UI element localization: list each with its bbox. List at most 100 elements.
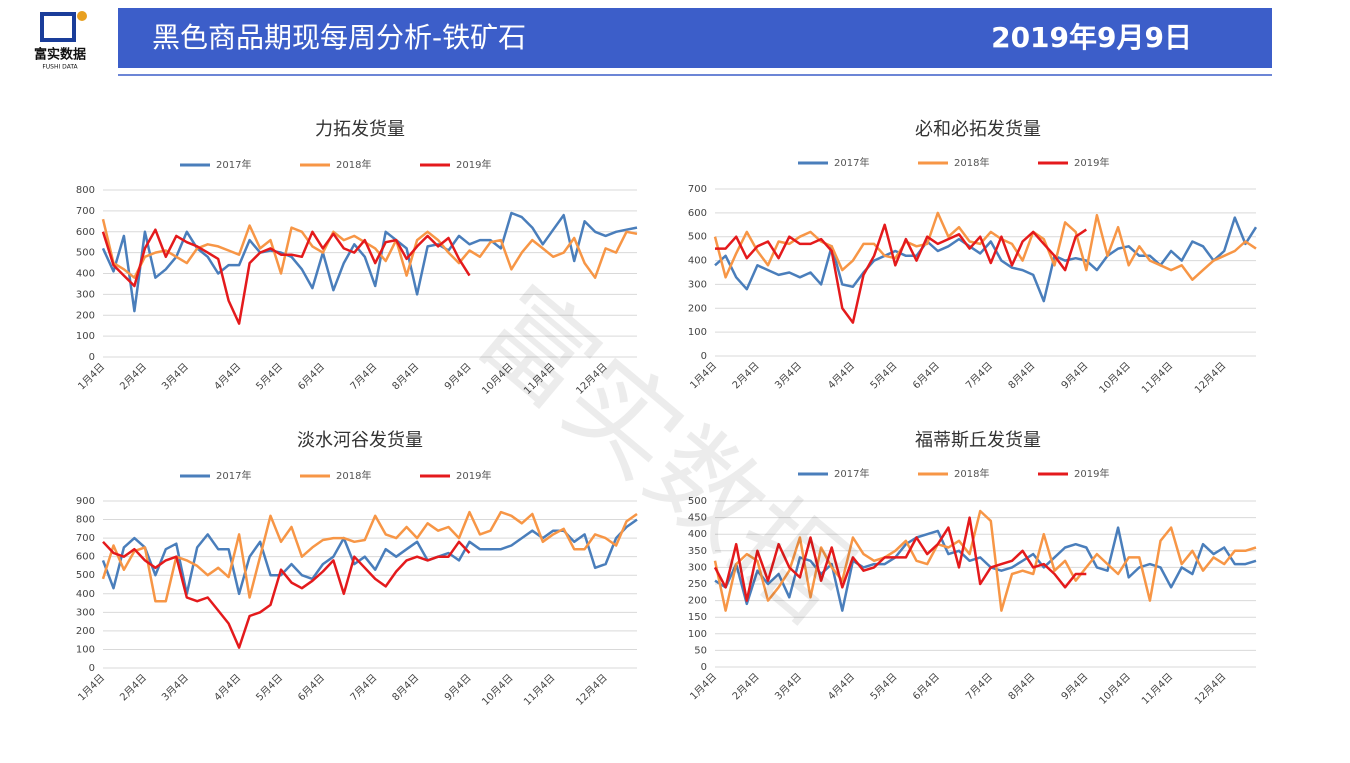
y-tick-label: 250 (688, 579, 707, 590)
header-date: 2019年9月9日 (991, 21, 1192, 54)
y-tick-label: 100 (688, 327, 707, 338)
series-line (713, 211, 1257, 281)
y-tick-label: 400 (688, 529, 707, 540)
legend-label: 2019年 (456, 158, 491, 171)
series-line (713, 516, 1087, 602)
y-tick-label: 500 (688, 232, 707, 243)
y-tick-label: 500 (76, 570, 95, 581)
x-tick-label: 11月4日 (1139, 671, 1175, 707)
x-tick-label: 2月4日 (730, 360, 762, 392)
x-tick-label: 11月4日 (521, 672, 557, 708)
x-tick-label: 4月4日 (826, 360, 858, 392)
y-tick-label: 700 (688, 184, 707, 195)
x-tick-label: 12月4日 (1192, 360, 1228, 396)
series-line (102, 540, 471, 649)
header-bar (118, 8, 1272, 68)
y-tick-label: 500 (688, 496, 707, 507)
x-tick-label: 12月4日 (1192, 671, 1228, 707)
x-tick-label: 8月4日 (1006, 671, 1038, 703)
logo-dot (77, 11, 87, 21)
y-tick-label: 600 (76, 227, 95, 238)
series-line (101, 510, 638, 603)
header-title: 黑色商品期现每周分析-铁矿石 (152, 21, 526, 54)
logo-name: 富实数据 (34, 47, 86, 63)
x-tick-label: 10月4日 (1097, 671, 1133, 707)
y-tick-label: 800 (76, 185, 95, 196)
y-tick-label: 100 (688, 629, 707, 640)
chart-title: 必和必拓发货量 (915, 119, 1041, 140)
x-tick-label: 4月4日 (212, 672, 244, 704)
legend-label: 2017年 (216, 158, 251, 171)
x-tick-label: 3月4日 (772, 360, 804, 392)
x-tick-label: 6月4日 (295, 672, 327, 704)
y-tick-label: 600 (76, 552, 95, 563)
x-tick-label: 10月4日 (479, 672, 515, 708)
y-tick-label: 200 (76, 310, 95, 321)
x-tick-label: 9月4日 (1059, 671, 1091, 703)
y-tick-label: 200 (688, 303, 707, 314)
x-tick-label: 8月4日 (390, 672, 422, 704)
x-tick-label: 12月4日 (574, 672, 610, 708)
series-line (713, 509, 1257, 612)
legend-label: 2018年 (954, 156, 989, 169)
x-tick-label: 5月4日 (254, 361, 286, 393)
x-tick-label: 1月4日 (688, 671, 720, 703)
x-tick-label: 6月4日 (910, 360, 942, 392)
legend-label: 2019年 (456, 469, 491, 482)
legend-label: 2017年 (216, 469, 251, 482)
x-tick-label: 7月4日 (348, 361, 380, 393)
x-tick-label: 1月4日 (688, 360, 720, 392)
x-tick-label: 3月4日 (159, 361, 191, 393)
chart-title: 力拓发货量 (315, 119, 405, 140)
y-tick-label: 600 (688, 208, 707, 219)
y-tick-label: 0 (89, 663, 95, 674)
y-tick-label: 300 (76, 289, 95, 300)
x-tick-label: 5月4日 (868, 360, 900, 392)
x-tick-label: 3月4日 (772, 671, 804, 703)
legend-label: 2017年 (834, 467, 869, 480)
y-tick-label: 300 (688, 562, 707, 573)
watermark: 富实数据 (455, 264, 874, 645)
series-line (101, 211, 638, 313)
x-tick-label: 6月4日 (295, 361, 327, 393)
x-tick-label: 1月4日 (76, 672, 108, 704)
x-tick-label: 3月4日 (159, 672, 191, 704)
x-tick-label: 10月4日 (1097, 360, 1133, 396)
y-tick-label: 0 (701, 662, 707, 673)
y-tick-label: 400 (76, 269, 95, 280)
y-tick-label: 200 (76, 626, 95, 637)
y-tick-label: 300 (688, 279, 707, 290)
y-tick-label: 0 (89, 352, 95, 363)
y-tick-label: 900 (76, 496, 95, 507)
series-line (101, 228, 471, 325)
x-tick-label: 1月4日 (76, 361, 108, 393)
legend-label: 2017年 (834, 156, 869, 169)
y-tick-label: 700 (76, 206, 95, 217)
y-tick-label: 500 (76, 248, 95, 259)
x-tick-label: 5月4日 (868, 671, 900, 703)
legend-label: 2018年 (336, 158, 371, 171)
x-tick-label: 4月4日 (826, 671, 858, 703)
y-tick-label: 450 (688, 513, 707, 524)
legend-label: 2018年 (336, 469, 371, 482)
x-tick-label: 6月4日 (910, 671, 942, 703)
legend-label: 2018年 (954, 467, 989, 480)
y-tick-label: 200 (688, 596, 707, 607)
y-tick-label: 350 (688, 546, 707, 557)
y-tick-label: 300 (76, 607, 95, 618)
y-tick-label: 400 (688, 256, 707, 267)
x-tick-label: 4月4日 (212, 361, 244, 393)
series-line (101, 218, 638, 279)
x-tick-label: 5月4日 (254, 672, 286, 704)
series-line (714, 216, 1258, 303)
legend-label: 2019年 (1074, 156, 1109, 169)
x-tick-label: 2月4日 (117, 672, 149, 704)
series-line (101, 518, 638, 596)
x-tick-label: 8月4日 (390, 361, 422, 393)
x-tick-label: 2月4日 (117, 361, 149, 393)
x-tick-label: 7月4日 (963, 360, 995, 392)
y-tick-label: 800 (76, 515, 95, 526)
x-tick-label: 9月4日 (1059, 360, 1091, 392)
chart-title: 福蒂斯丘发货量 (915, 430, 1041, 451)
